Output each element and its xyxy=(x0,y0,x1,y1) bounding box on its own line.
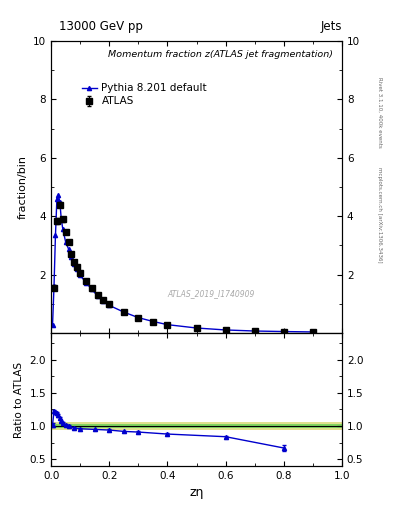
Pythia 8.201 default xyxy=(165,322,170,328)
Pythia 8.201 default xyxy=(78,272,83,279)
Text: 13000 GeV pp: 13000 GeV pp xyxy=(59,20,143,33)
Pythia 8.201 default xyxy=(57,199,62,205)
X-axis label: zη: zη xyxy=(189,486,204,499)
Pythia 8.201 default xyxy=(75,266,80,272)
Text: ATLAS_2019_I1740909: ATLAS_2019_I1740909 xyxy=(167,289,255,298)
Pythia 8.201 default xyxy=(84,280,88,286)
Pythia 8.201 default xyxy=(69,253,74,260)
Pythia 8.201 default xyxy=(281,329,286,335)
Pythia 8.201 default xyxy=(252,328,257,334)
Pythia 8.201 default xyxy=(136,314,141,321)
Text: mcplots.cern.ch [arXiv:1306.3436]: mcplots.cern.ch [arXiv:1306.3436] xyxy=(377,167,382,263)
Text: Momentum fraction z(ATLAS jet fragmentation): Momentum fraction z(ATLAS jet fragmentat… xyxy=(108,50,333,59)
Pythia 8.201 default xyxy=(101,298,106,304)
Y-axis label: Ratio to ATLAS: Ratio to ATLAS xyxy=(14,361,24,438)
Pythia 8.201 default xyxy=(63,239,68,245)
Pythia 8.201 default xyxy=(66,246,71,252)
Pythia 8.201 default xyxy=(107,302,112,308)
Line: Pythia 8.201 default: Pythia 8.201 default xyxy=(50,193,315,334)
Pythia 8.201 default xyxy=(61,225,65,231)
Pythia 8.201 default xyxy=(55,196,59,202)
Pythia 8.201 default xyxy=(223,327,228,333)
Pythia 8.201 default xyxy=(72,261,77,267)
Pythia 8.201 default xyxy=(50,322,55,328)
Text: Rivet 3.1.10, 400k events: Rivet 3.1.10, 400k events xyxy=(377,77,382,148)
Pythia 8.201 default xyxy=(310,329,315,335)
Pythia 8.201 default xyxy=(95,293,100,299)
Pythia 8.201 default xyxy=(59,216,64,222)
Text: Jets: Jets xyxy=(320,20,342,33)
Pythia 8.201 default xyxy=(56,192,61,198)
Pythia 8.201 default xyxy=(194,325,199,331)
Y-axis label: fraction/bin: fraction/bin xyxy=(18,155,28,219)
Bar xyxy=(51,424,342,428)
Pythia 8.201 default xyxy=(51,283,56,289)
Pythia 8.201 default xyxy=(53,232,58,238)
Bar xyxy=(51,422,342,430)
Legend: Pythia 8.201 default, ATLAS: Pythia 8.201 default, ATLAS xyxy=(79,81,209,109)
Pythia 8.201 default xyxy=(121,309,126,315)
Pythia 8.201 default xyxy=(90,286,94,292)
Pythia 8.201 default xyxy=(151,318,155,325)
